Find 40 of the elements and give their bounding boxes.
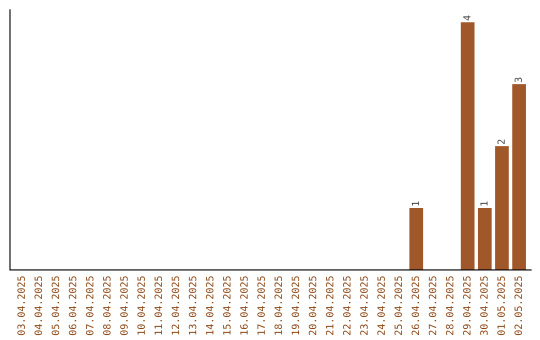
bar (495, 146, 509, 270)
x-tick-label: 03.04.2025 (17, 276, 25, 336)
x-tick-label: 21.04.2025 (326, 276, 334, 335)
x-tick-label: 19.04.2025 (292, 276, 300, 335)
x-tick-label: 16.04.2025 (240, 276, 248, 335)
x-tick-label: 07.04.2025 (86, 276, 94, 336)
x-tick-label: 09.04.2025 (120, 276, 128, 336)
x-tick-label: 13.04.2025 (188, 276, 196, 335)
x-tick-label: 30.04.2025 (480, 276, 488, 336)
data-label: 4 (463, 15, 470, 20)
x-tick-label: 15.04.2025 (223, 276, 231, 335)
x-tick-label: 26.04.2025 (412, 276, 420, 335)
x-tick-label: 23.04.2025 (360, 276, 368, 335)
x-tick-label: 28.04.2025 (446, 276, 454, 335)
x-tick-label: 05.04.2025 (52, 276, 60, 336)
x-tick-label: 18.04.2025 (274, 276, 282, 335)
x-tick-label: 14.04.2025 (206, 276, 214, 335)
x-tick-label: 11.04.2025 (154, 276, 162, 335)
x-tick-label: 17.04.2025 (257, 276, 265, 335)
x-tick-label: 06.04.2025 (68, 276, 76, 336)
x-tick-label: 25.04.2025 (394, 276, 402, 335)
data-label: 3 (514, 78, 522, 82)
x-tick-label: 20.04.2025 (308, 276, 316, 335)
x-tick-label: 27.04.2025 (428, 276, 436, 335)
bar (512, 84, 526, 270)
x-tick-label: 29.04.2025 (463, 276, 471, 335)
x-tick-label: 08.04.2025 (103, 276, 111, 336)
bar (460, 22, 475, 270)
x-tick-label: 12.04.2025 (172, 276, 180, 335)
bar (478, 208, 492, 270)
data-label: 2 (497, 140, 505, 144)
bar (409, 208, 424, 270)
data-label: 1 (412, 201, 419, 206)
x-tick-label: 02.05.2025 (514, 276, 522, 336)
x-tick-label: 04.04.2025 (34, 276, 42, 336)
x-tick-label: 10.04.2025 (137, 276, 145, 335)
data-label: 1 (480, 201, 488, 206)
x-tick-label: 22.04.2025 (343, 276, 351, 335)
x-tick-label: 24.04.2025 (377, 276, 385, 335)
x-tick-label: 01.05.2025 (497, 276, 505, 336)
